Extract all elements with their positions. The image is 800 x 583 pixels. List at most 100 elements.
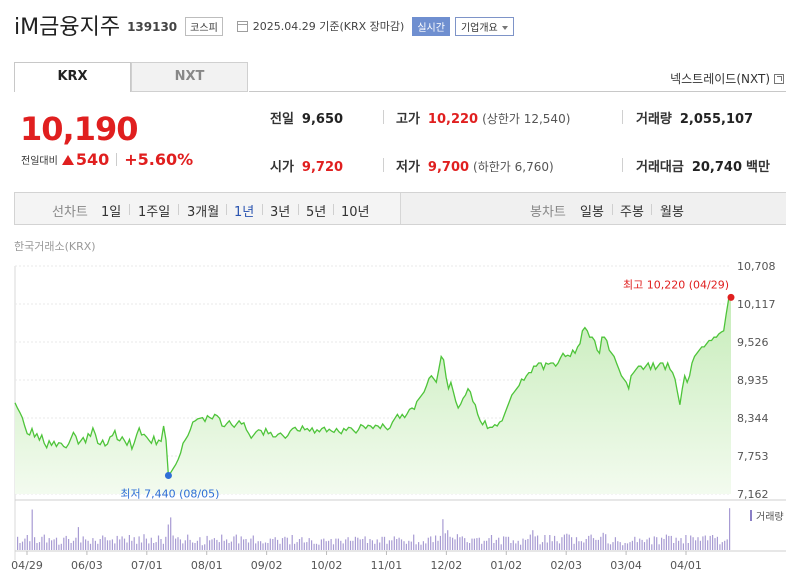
period-1y[interactable]: 1년 (234, 205, 255, 220)
volume-bar (162, 543, 164, 550)
volume-bar (189, 539, 191, 550)
volume-bar (617, 541, 619, 550)
volume-bar (383, 536, 386, 550)
volume-bar (31, 509, 33, 550)
volume-bar (716, 536, 718, 550)
volume-bar (126, 542, 128, 550)
chevron-down-icon (501, 25, 508, 30)
volume-bar (306, 542, 308, 550)
volume-bar (471, 538, 473, 550)
tab-krx[interactable]: KRX (14, 62, 131, 92)
period-10y[interactable]: 10년 (341, 205, 370, 220)
volume-bar (160, 539, 162, 550)
volume-bar (289, 544, 291, 550)
period-1w[interactable]: 1주일 (138, 205, 171, 220)
period-divider (612, 204, 613, 215)
period-3y[interactable]: 3년 (270, 205, 291, 220)
nextrade-link[interactable]: 넥스트레이드(NXT) (670, 70, 784, 87)
volume-bar (685, 535, 687, 550)
volume-bar (313, 543, 315, 550)
volume-bar (77, 527, 79, 550)
volume-bar (138, 536, 140, 550)
volume-bar (51, 540, 53, 550)
volume-bar (38, 542, 41, 550)
stat-open: 시가 9,720 (270, 156, 343, 175)
volume-bar (510, 543, 512, 550)
volume-bar (199, 537, 201, 550)
volume-bar (624, 543, 626, 550)
realtime-button[interactable]: 실시간 (412, 16, 450, 36)
volume-bar (267, 543, 269, 550)
volume-bar (114, 543, 116, 550)
volume-bar (415, 544, 417, 550)
volume-bar (75, 537, 77, 550)
volume-bar (371, 540, 373, 550)
volume-bar (102, 535, 104, 550)
volume-bar (517, 540, 519, 550)
period-divider (129, 204, 130, 215)
period-3m[interactable]: 3개월 (187, 205, 220, 220)
volume-bar (452, 537, 454, 550)
volume-bar (342, 543, 344, 550)
volume-bar (170, 517, 172, 550)
volume-bar (592, 538, 595, 550)
stat-label: 시가 (270, 160, 294, 175)
volume-bar (405, 543, 407, 550)
stat-value: 2,055,107 (679, 112, 754, 127)
volume-bar (204, 544, 206, 550)
volume-bar (328, 540, 330, 550)
volume-bar (661, 537, 663, 550)
volume-bar (184, 540, 186, 550)
volume-bar (719, 544, 721, 550)
volume-bar (614, 537, 616, 550)
price-change: 전일대비 540 +5.60% (21, 150, 193, 169)
volume-bar (21, 541, 24, 550)
period-5y[interactable]: 5년 (306, 205, 327, 220)
candle-weekly[interactable]: 주봉 (620, 205, 644, 220)
change-percent: +5.60% (124, 150, 194, 169)
stat-label: 고가 (396, 112, 420, 127)
volume-bar (641, 539, 643, 550)
volume-bar (269, 538, 271, 550)
base-date: 2025.04.29 기준(KRX 장마감) (252, 20, 405, 33)
change-value: 540 (75, 150, 110, 169)
volume-bar (201, 545, 203, 550)
period-1d[interactable]: 1일 (101, 205, 122, 220)
price-line (14, 296, 732, 478)
volume-bar (36, 543, 38, 550)
stat-value: 10,220 (427, 112, 479, 127)
company-info-dropdown[interactable]: 기업개요 (454, 16, 514, 36)
volume-bar (298, 539, 301, 550)
candle-monthly[interactable]: 월봉 (660, 205, 684, 220)
line-chart-label: 선차트 (52, 205, 88, 220)
volume-bar (379, 542, 381, 550)
period-divider (178, 204, 179, 215)
volume-bar (381, 536, 383, 550)
volume-bar (362, 539, 364, 550)
volume-bar (466, 542, 468, 550)
volume-bar (226, 539, 228, 550)
volume-bar (680, 538, 682, 550)
x-tick-label: 08/01 (191, 559, 223, 572)
volume-bar (437, 540, 439, 550)
volume-bar (631, 540, 633, 550)
volume-bar (260, 541, 262, 550)
volume-bar (82, 536, 84, 550)
tab-nxt[interactable]: NXT (131, 62, 248, 92)
volume-bar (172, 535, 174, 550)
volume-bar (318, 544, 320, 550)
volume-bar (408, 540, 410, 550)
volume-bar (19, 543, 21, 550)
volume-bar (580, 541, 582, 550)
volume-bar (551, 541, 553, 550)
volume-bar (626, 543, 629, 550)
volume-bar (55, 537, 58, 550)
volume-bar (699, 540, 701, 550)
volume-bar (678, 540, 680, 550)
volume-bar (707, 540, 709, 550)
volume-bar (541, 542, 544, 550)
candle-daily[interactable]: 일봉 (580, 205, 604, 220)
volume-bar (17, 536, 19, 550)
volume-bar (481, 543, 483, 550)
high-marker (727, 293, 735, 301)
